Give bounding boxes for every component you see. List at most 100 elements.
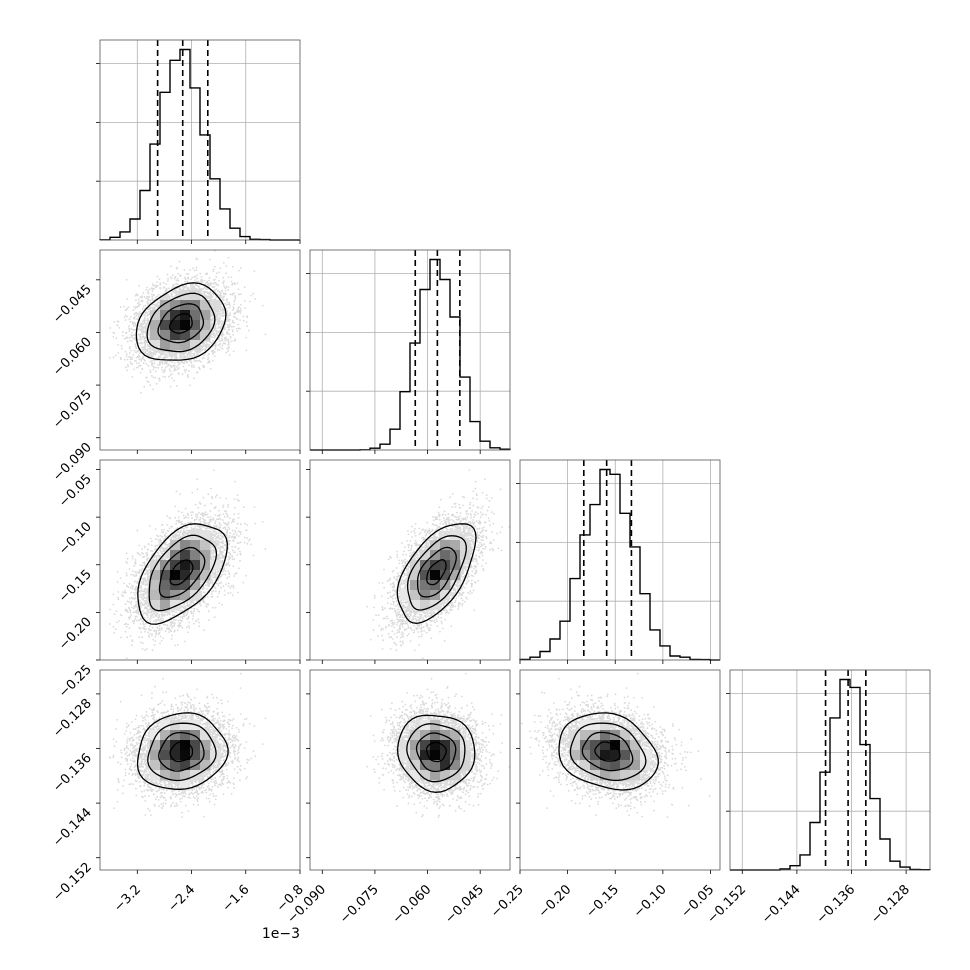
density-cell xyxy=(150,570,161,581)
density-cell xyxy=(600,740,611,751)
panel-3-1 xyxy=(309,669,511,871)
density-cell xyxy=(420,740,431,751)
density-cell xyxy=(180,720,191,731)
density-cell xyxy=(610,760,621,771)
histogram-line xyxy=(519,468,720,661)
density-cell xyxy=(460,760,471,771)
density-cell xyxy=(620,760,631,771)
density-cell xyxy=(160,600,171,611)
density-cell xyxy=(170,570,181,581)
contour-line xyxy=(406,535,467,611)
axis-offset-label: 1e−3 xyxy=(262,926,300,942)
density-cell xyxy=(420,770,431,781)
density-cell xyxy=(200,320,211,331)
density-cell xyxy=(150,770,161,781)
x-tick-label: −0.136 xyxy=(814,882,859,927)
density-cell xyxy=(160,340,171,351)
x-tick-label: −1.6 xyxy=(220,882,253,915)
density-cell xyxy=(170,340,181,351)
density-cell xyxy=(430,550,441,561)
panel-frame xyxy=(99,249,301,451)
density-cell xyxy=(170,300,181,311)
density-cell xyxy=(610,750,621,761)
density-cell xyxy=(430,730,441,741)
density-cell xyxy=(190,320,201,331)
density-cell xyxy=(440,550,451,561)
density-cell xyxy=(440,770,451,781)
contour-line xyxy=(169,559,194,586)
density-cell xyxy=(190,590,201,601)
density-cell xyxy=(600,770,611,781)
histogram-1 xyxy=(306,249,511,451)
density-cell xyxy=(410,770,421,781)
density-cell xyxy=(170,720,181,731)
density-cell xyxy=(170,540,181,551)
density-cell xyxy=(410,760,421,771)
contour-line xyxy=(158,731,205,772)
density-cell xyxy=(150,340,161,351)
density-cell xyxy=(450,550,461,561)
density-cell xyxy=(180,730,191,741)
density-cell xyxy=(200,760,211,771)
density-cell xyxy=(450,540,461,551)
density-cell xyxy=(400,750,411,761)
density-cell xyxy=(440,590,451,601)
density-cell xyxy=(450,530,461,541)
x-tick-label: −0.15 xyxy=(583,882,622,921)
density-cell xyxy=(200,300,211,311)
density-cell xyxy=(410,590,421,601)
density-cell xyxy=(590,720,601,731)
density-cell xyxy=(170,770,181,781)
density-cell xyxy=(170,330,181,341)
density-cell xyxy=(200,740,211,751)
density-cell xyxy=(200,560,211,571)
density-cell xyxy=(440,560,451,571)
histogram-line xyxy=(730,678,931,871)
y-tick-label: −0.136 xyxy=(50,751,95,796)
density-cell xyxy=(160,760,171,771)
density-cell xyxy=(180,560,191,571)
density-cell xyxy=(440,540,451,551)
x-tick-label: −0.10 xyxy=(631,882,670,921)
density-cell xyxy=(410,740,421,751)
density-cell xyxy=(150,310,161,321)
density-cell xyxy=(590,730,601,741)
density-cell xyxy=(420,560,431,571)
density-cell xyxy=(180,740,191,751)
density-cell xyxy=(410,570,421,581)
density-cell xyxy=(180,310,191,321)
contour-line xyxy=(416,546,457,598)
density-cell xyxy=(450,760,461,771)
density-cell xyxy=(410,580,421,591)
panel-2-1 xyxy=(309,459,511,661)
panel-frame xyxy=(309,669,511,871)
density-cell xyxy=(160,590,171,601)
contour-line xyxy=(136,712,229,790)
x-tick-label: −0.25 xyxy=(488,882,527,921)
density-cell xyxy=(570,750,581,761)
contour-line xyxy=(148,534,218,612)
panel-frame xyxy=(309,249,511,451)
y-tick-label: −0.25 xyxy=(56,662,95,701)
density-cell xyxy=(180,750,191,761)
density-cell xyxy=(420,580,431,591)
histogram-3 xyxy=(726,669,931,871)
panel-frame xyxy=(519,669,721,871)
density-cell xyxy=(440,730,451,741)
contour-line xyxy=(396,523,477,625)
density-cell xyxy=(630,750,641,761)
density-cell xyxy=(150,750,161,761)
density-cell xyxy=(160,570,171,581)
density-cell xyxy=(180,290,191,301)
density-cell xyxy=(180,330,191,341)
density-cell xyxy=(190,730,201,741)
density-cell xyxy=(450,570,461,581)
y-tick-label: −0.075 xyxy=(50,387,95,432)
density-cell xyxy=(440,570,451,581)
density-cell xyxy=(630,760,641,771)
panel-1-0 xyxy=(99,249,301,451)
density-cell xyxy=(590,740,601,751)
histogram-0 xyxy=(96,39,301,241)
contour-line xyxy=(406,723,466,783)
density-cell xyxy=(190,550,201,561)
